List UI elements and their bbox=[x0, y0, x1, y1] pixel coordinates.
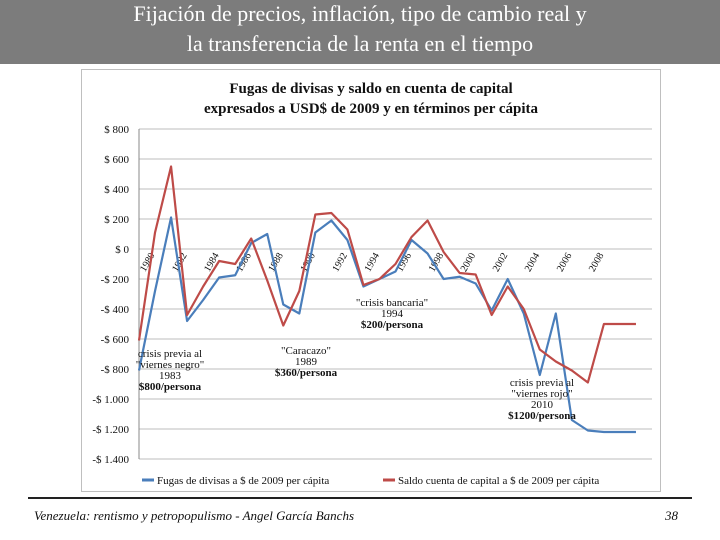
y-tick-label: -$ 1.400 bbox=[92, 454, 129, 466]
chart-legend: Fugas de divisas a $ de 2009 per cápita S… bbox=[142, 475, 599, 487]
slide-title-line1: Fijación de precios, inflación, tipo de … bbox=[133, 1, 587, 26]
series-line bbox=[137, 165, 636, 384]
annotation-value: $800/persona bbox=[139, 381, 202, 393]
annotation: "Caracazo"1989$360/persona bbox=[275, 345, 338, 379]
annotation-line: "viernes rojo" bbox=[511, 388, 572, 400]
annotation-line: 1983 bbox=[159, 370, 182, 382]
legend-item: Saldo cuenta de capital a $ de 2009 per … bbox=[383, 475, 599, 487]
slide-header: Fijación de precios, inflación, tipo de … bbox=[0, 0, 720, 64]
chart-annotations: crisis previa al"viernes negro"1983$800/… bbox=[136, 297, 577, 422]
y-tick-label: -$ 400 bbox=[101, 304, 130, 316]
legend-label: Fugas de divisas a $ de 2009 per cápita bbox=[157, 475, 329, 487]
series-lines bbox=[137, 165, 636, 434]
y-tick-label: -$ 200 bbox=[101, 274, 130, 286]
y-tick-label: -$ 800 bbox=[101, 364, 130, 376]
chart-gridlines bbox=[138, 128, 652, 460]
annotation: "crisis bancaria"1994$200/persona bbox=[356, 297, 428, 331]
annotation-line: 2010 bbox=[531, 399, 554, 411]
y-tick-label: $ 0 bbox=[115, 244, 129, 256]
annotation-line: "Caracazo" bbox=[281, 345, 331, 357]
page-number: 38 bbox=[665, 508, 678, 523]
footer-text: Venezuela: rentismo y petropopulismo - A… bbox=[34, 508, 355, 523]
legend-label: Saldo cuenta de capital a $ de 2009 per … bbox=[398, 475, 599, 487]
chart-border bbox=[81, 69, 661, 492]
annotation: crisis previa al"viernes negro"1983$800/… bbox=[136, 348, 205, 393]
slide-title-line2: la transferencia de la renta en el tiemp… bbox=[186, 31, 534, 56]
y-tick-label: -$ 1.200 bbox=[92, 424, 129, 436]
y-tick-label: -$ 1.000 bbox=[92, 394, 129, 406]
y-tick-label: $ 800 bbox=[104, 124, 129, 136]
annotation-line: 1994 bbox=[381, 308, 404, 320]
chart-title-line2: expresados a USD$ de 2009 y en términos … bbox=[204, 101, 539, 117]
annotation-value: $200/persona bbox=[361, 319, 424, 331]
legend-item: Fugas de divisas a $ de 2009 per cápita bbox=[142, 475, 329, 487]
footer-rule bbox=[28, 497, 692, 499]
annotation: crisis previa al"viernes rojo"2010$1200/… bbox=[508, 377, 576, 422]
y-tick-label: $ 400 bbox=[104, 184, 129, 196]
chart-title-line1: Fugas de divisas y saldo en cuenta de ca… bbox=[229, 81, 512, 97]
chart-frame: Fugas de divisas y saldo en cuenta de ca… bbox=[81, 69, 661, 492]
annotation-line: "viernes negro" bbox=[136, 359, 205, 371]
y-axis-ticks: $ 800 $ 600 $ 400 $ 200 $ 0 -$ 200 -$ 400 -$ 60… bbox=[92, 124, 129, 466]
annotation-line: crisis previa al bbox=[510, 377, 574, 389]
series-line bbox=[137, 216, 636, 434]
annotation-line: "crisis bancaria" bbox=[356, 297, 428, 309]
chart-svg: Fugas de divisas y saldo en cuenta de ca… bbox=[81, 69, 661, 492]
annotation-line: crisis previa al bbox=[138, 348, 202, 360]
annotation-line: 1989 bbox=[295, 356, 318, 368]
y-tick-label: -$ 600 bbox=[101, 334, 130, 346]
annotation-value: $360/persona bbox=[275, 367, 338, 379]
y-tick-label: $ 200 bbox=[104, 214, 129, 226]
annotation-value: $1200/persona bbox=[508, 410, 576, 422]
y-tick-label: $ 600 bbox=[104, 154, 129, 166]
